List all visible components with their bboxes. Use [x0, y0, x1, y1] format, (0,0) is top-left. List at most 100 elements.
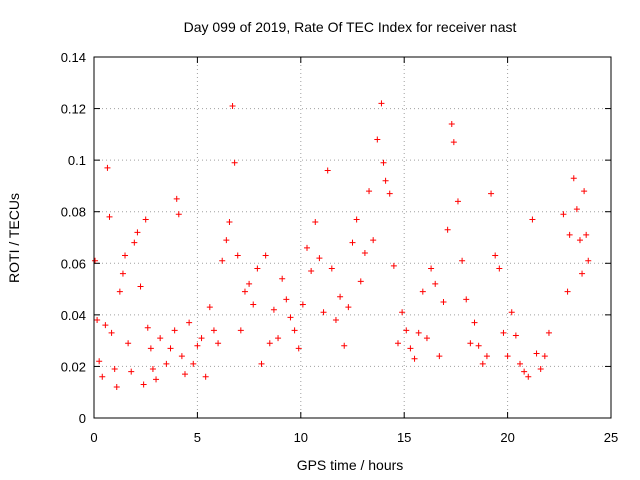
data-point [299, 301, 306, 308]
chart-title: Day 099 of 2019, Rate Of TEC Index for r… [184, 19, 517, 35]
data-point [237, 327, 244, 334]
data-point [316, 255, 323, 262]
data-point [171, 327, 178, 334]
data-point [496, 265, 503, 272]
data-point [432, 280, 439, 287]
data-point [279, 275, 286, 282]
data-point [113, 384, 120, 391]
data-point [287, 314, 294, 321]
data-point [386, 190, 393, 197]
data-point [163, 360, 170, 367]
data-point [521, 368, 528, 375]
data-point [399, 309, 406, 316]
data-point [258, 360, 265, 367]
data-point [149, 366, 156, 373]
data-point [194, 342, 201, 349]
data-point [349, 239, 356, 246]
data-point [99, 373, 106, 380]
y-axis-ticks: 0 0.02 0.04 0.06 0.08 0.1 0.12 0.14 [61, 50, 611, 426]
data-point [459, 257, 466, 264]
data-point [585, 257, 592, 264]
data-point [144, 324, 151, 331]
data-point [423, 335, 430, 342]
y-tick-label: 0.14 [61, 50, 86, 65]
data-point [219, 257, 226, 264]
data-point [463, 296, 470, 303]
data-point [167, 345, 174, 352]
data-point [291, 327, 298, 334]
data-point [173, 195, 180, 202]
data-point [570, 175, 577, 182]
data-point [380, 159, 387, 166]
data-point [440, 298, 447, 305]
data-point [394, 340, 401, 347]
data-point [467, 340, 474, 347]
data-point [328, 265, 335, 272]
data-point [583, 231, 590, 238]
data-point [234, 252, 241, 259]
data-point [411, 355, 418, 362]
data-point [147, 345, 154, 352]
data-point [450, 139, 457, 146]
data-point [137, 283, 144, 290]
data-point [353, 216, 360, 223]
data-point [500, 329, 507, 336]
data-point [436, 353, 443, 360]
data-point [153, 376, 160, 383]
data-point [108, 329, 115, 336]
data-point [361, 249, 368, 256]
data-point [428, 265, 435, 272]
data-point [357, 278, 364, 285]
data-point [471, 319, 478, 326]
y-tick-label: 0.06 [61, 256, 86, 271]
x-tick-label: 10 [294, 430, 308, 445]
data-point [134, 229, 141, 236]
x-tick-label: 25 [604, 430, 618, 445]
data-point [125, 340, 132, 347]
data-point [525, 373, 532, 380]
data-point [128, 368, 135, 375]
data-point [378, 100, 385, 107]
y-tick-label: 0.04 [61, 308, 86, 323]
data-point [223, 237, 230, 244]
data-point [488, 190, 495, 197]
data-point [206, 304, 213, 311]
x-tick-label: 20 [500, 430, 514, 445]
data-point [566, 231, 573, 238]
data-point [366, 188, 373, 195]
data-point [231, 159, 238, 166]
x-tick-label: 5 [194, 430, 201, 445]
data-point [545, 329, 552, 336]
data-point [337, 293, 344, 300]
data-point [94, 317, 101, 324]
data-point [106, 213, 113, 220]
data-point [581, 188, 588, 195]
data-point [111, 366, 118, 373]
data-point [415, 329, 422, 336]
data-point [270, 306, 277, 313]
plot-frame [93, 56, 612, 419]
data-point [266, 340, 273, 347]
data-point [541, 353, 548, 360]
data-point [181, 371, 188, 378]
data-point [229, 102, 236, 109]
data-point [576, 237, 583, 244]
data-point [254, 265, 261, 272]
data-point [573, 206, 580, 213]
data-point [324, 167, 331, 174]
data-point [175, 211, 182, 218]
data-point [96, 358, 103, 365]
data-point [448, 121, 455, 128]
data-point [275, 335, 282, 342]
x-axis-label: GPS time / hours [297, 457, 404, 473]
data-point [178, 353, 185, 360]
data-point [122, 252, 129, 259]
data-point [579, 270, 586, 277]
data-point [246, 280, 253, 287]
data-point [250, 301, 257, 308]
data-point [198, 335, 205, 342]
data-point [444, 226, 451, 233]
grid-lines [94, 57, 611, 418]
y-tick-label: 0.12 [61, 102, 86, 117]
